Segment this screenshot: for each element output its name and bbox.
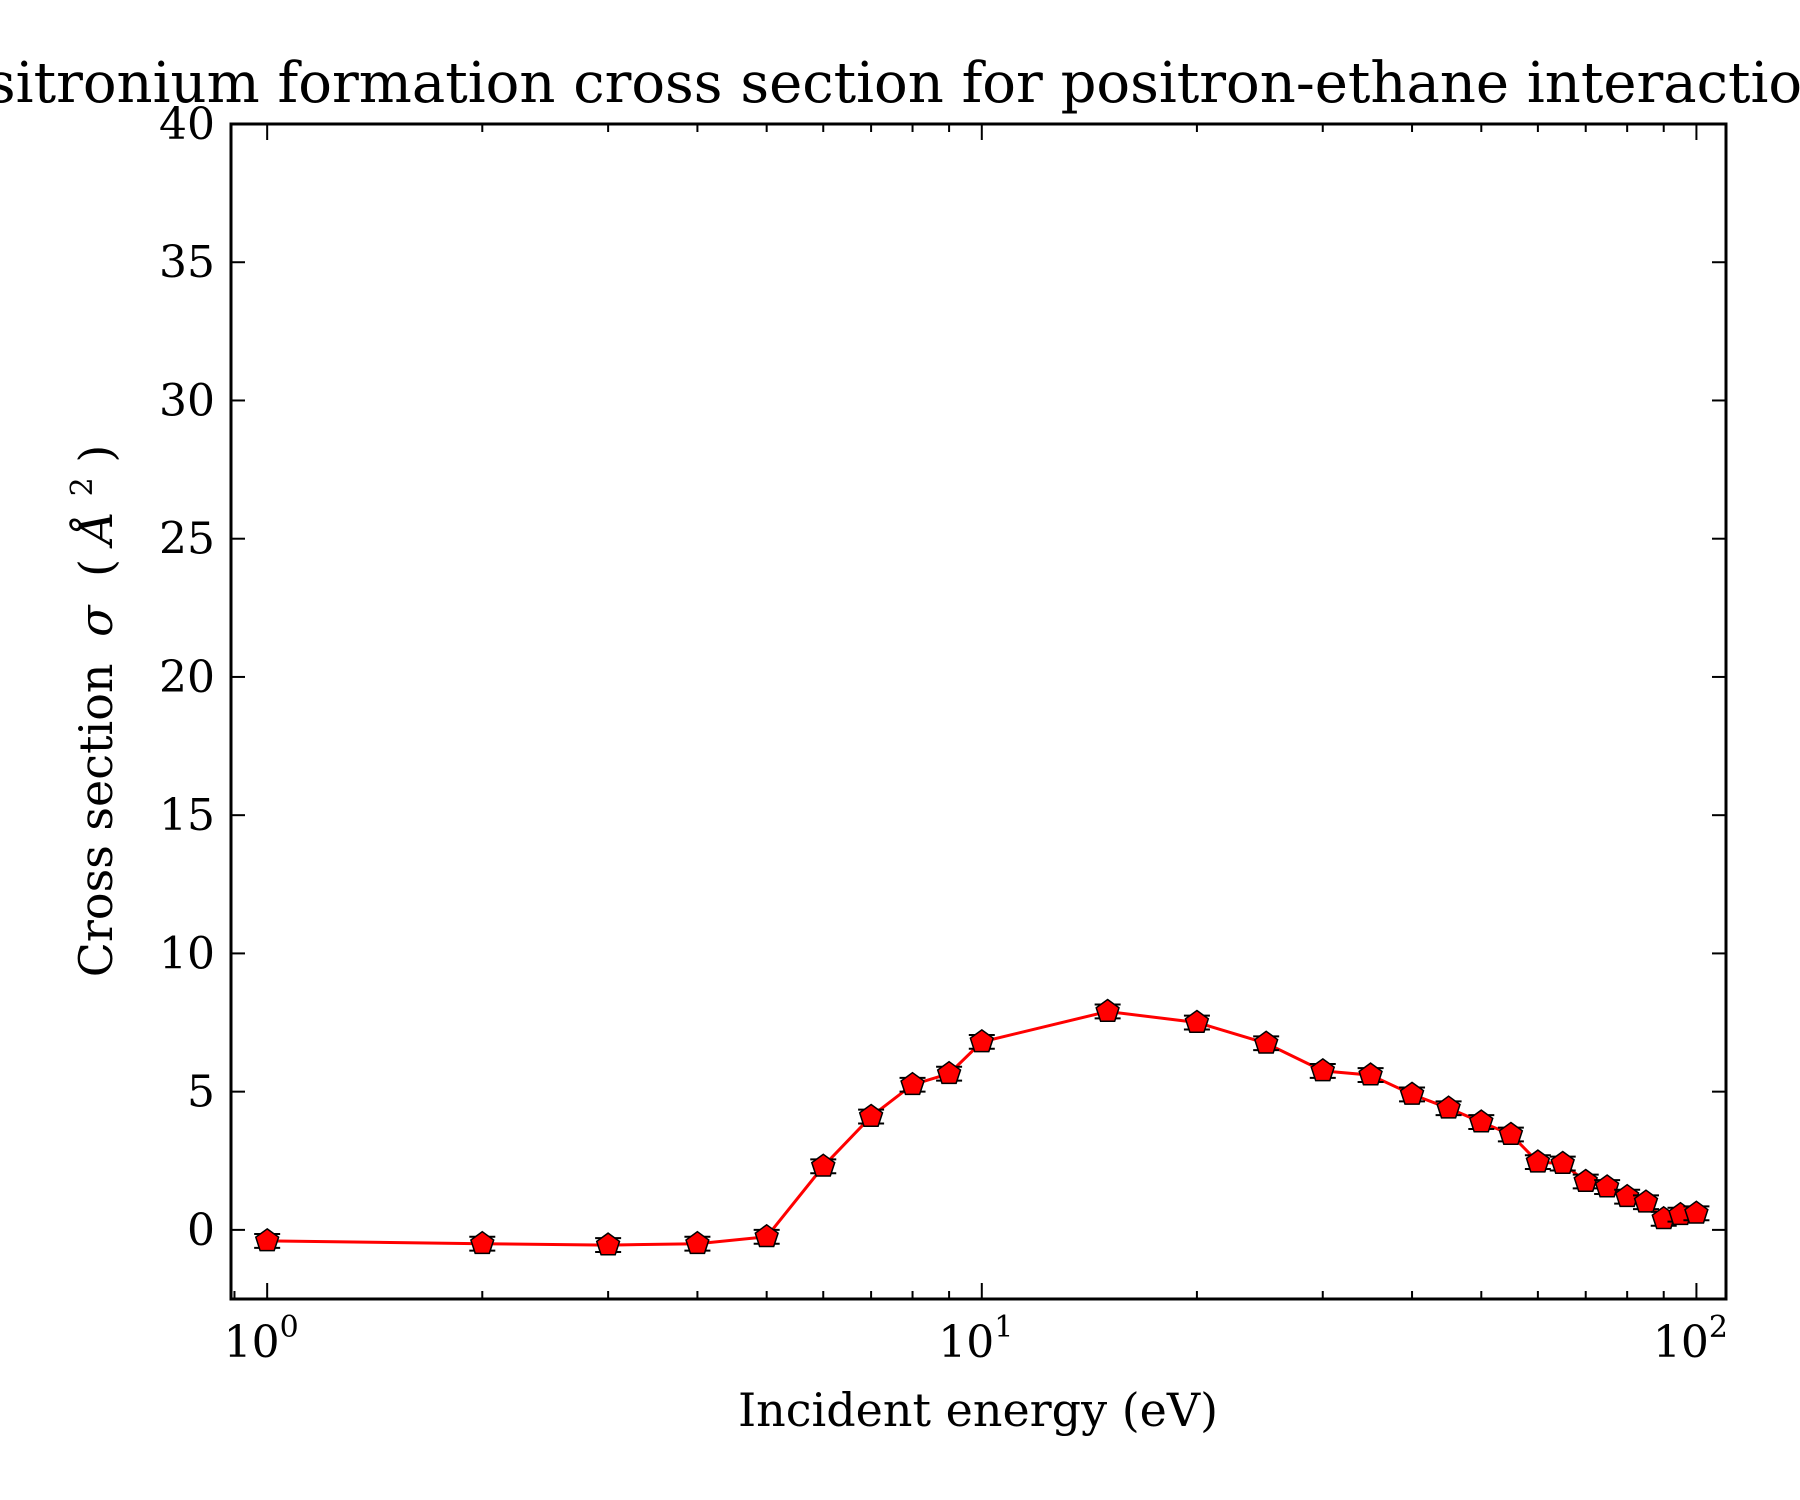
pentagon-marker [1184,1009,1210,1033]
y-tick-label: 40 [159,99,215,150]
x-tick-label-exp: 2 [1709,1310,1728,1345]
y-axis-label-symbol: σ [69,604,123,637]
chart-title: Positronium formation cross section for … [0,51,1800,116]
x-tick-label: 100 [224,1310,299,1368]
pentagon-marker [900,1071,925,1096]
pentagon-marker [1550,1150,1575,1174]
plot-frame [229,122,1728,1301]
data-point [1183,1009,1210,1033]
data-point [1594,1174,1621,1198]
y-tick-label: 30 [159,375,215,426]
pentagon-marker [1095,998,1120,1022]
y-tick-label: 25 [159,514,215,565]
pentagon-marker [1573,1168,1598,1192]
series-layer [254,998,1710,1256]
y-tick-label: 35 [159,237,215,288]
data-point [1094,998,1121,1022]
x-axis-label: Incident energy (eV) [738,1383,1218,1437]
data-point [254,1227,281,1252]
data-point [469,1230,496,1255]
data-point [858,1103,885,1127]
y-axis-label-main: Cross section [69,663,123,977]
pentagon-marker [685,1230,710,1255]
pentagon-marker [754,1223,779,1248]
pentagon-marker [254,1227,280,1252]
pentagon-marker [969,1028,995,1053]
data-point [968,1028,995,1053]
data-point [1632,1189,1659,1213]
pentagon-marker [1358,1062,1383,1086]
pentagon-marker [1310,1057,1336,1082]
y-tick-label: 15 [159,790,215,841]
data-point [595,1232,622,1256]
pentagon-marker [1469,1109,1494,1133]
y-tick-label: 10 [159,928,215,979]
data-point [1309,1057,1336,1082]
data-point [1435,1095,1462,1119]
pentagon-marker [1525,1149,1551,1173]
y-tick-label: 20 [159,652,215,703]
x-tick-label-base: 10 [938,1317,994,1368]
data-point [1253,1030,1280,1054]
data-point [1683,1200,1710,1224]
y-tick-label: 0 [187,1205,215,1256]
pentagon-marker [1399,1081,1425,1105]
data-point [1614,1183,1641,1208]
pentagon-marker [1684,1200,1709,1224]
pentagon-marker [595,1232,621,1256]
data-point [936,1060,963,1085]
y-tick-label: 5 [187,1067,215,1118]
data-point [1497,1121,1524,1145]
data-point [1357,1062,1384,1086]
x-tick-label: 102 [1653,1310,1728,1368]
pentagon-marker [810,1153,836,1177]
pentagon-marker [1614,1183,1640,1208]
y-axis-label-unit-exp: 2 [65,477,100,496]
x-tick-label-exp: 1 [994,1310,1013,1345]
data-point [1549,1150,1576,1174]
x-tick-label-exp: 0 [280,1310,299,1345]
data-point [810,1153,837,1177]
data-point [684,1230,711,1255]
data-point [899,1071,926,1096]
x-tick-label-base: 10 [224,1317,280,1368]
x-tick-label-base: 10 [1653,1317,1709,1368]
pentagon-marker [1498,1121,1524,1145]
data-point [1399,1081,1426,1105]
data-point [753,1223,780,1248]
x-tick-label: 101 [938,1310,1013,1368]
data-point [1468,1109,1495,1133]
pentagon-marker [470,1230,495,1255]
y-axis-label: Cross section σ ( Å 2 ) [49,445,123,978]
pentagon-marker [936,1060,962,1085]
pentagon-marker [1594,1174,1620,1198]
pentagon-marker [1253,1030,1279,1054]
data-point [1524,1149,1551,1173]
data-point [1572,1168,1599,1192]
pentagon-marker [1436,1095,1461,1119]
pentagon-marker [1633,1189,1659,1213]
y-axis-label-unit: Å [68,511,123,549]
pentagon-marker [858,1103,884,1127]
